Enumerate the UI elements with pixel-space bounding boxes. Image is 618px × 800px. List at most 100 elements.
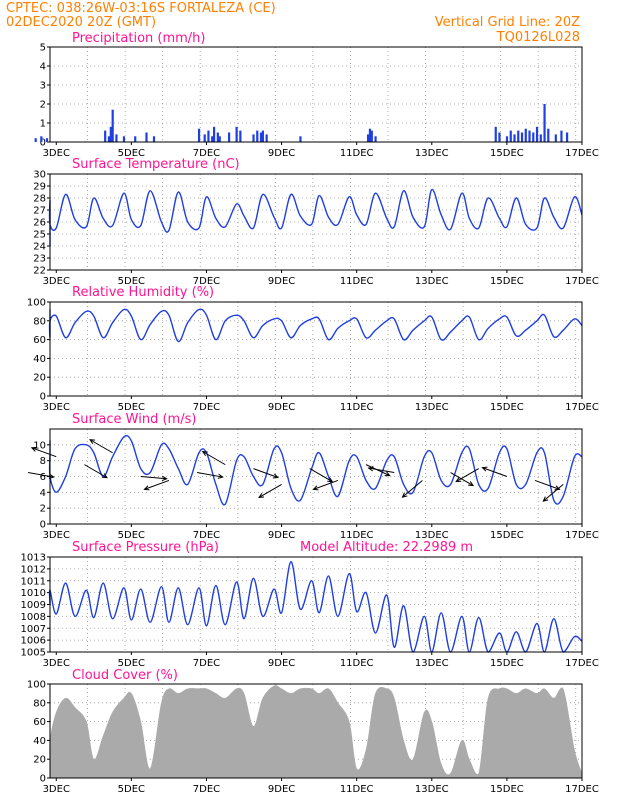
precipitation-bar bbox=[513, 134, 516, 142]
x-tick-label: 3DEC bbox=[43, 784, 70, 795]
precipitation-bar bbox=[261, 130, 264, 142]
x-tick-label: 7DEC bbox=[193, 148, 220, 159]
wind-arrow-head bbox=[468, 481, 475, 487]
wind-title: Surface Wind (m/s) bbox=[72, 412, 196, 427]
wind-arrow-shaft bbox=[534, 479, 560, 490]
humidity-panel: Relative Humidity (%) 0 20 40 60 80 100 3DEC 5D… bbox=[27, 285, 599, 413]
precipitation-bar bbox=[366, 134, 370, 142]
x-tick-label: 7DEC bbox=[193, 658, 220, 669]
plot-frame bbox=[49, 301, 583, 397]
x-tick-label: 3DEC bbox=[43, 402, 70, 413]
x-tick-label: 5DEC bbox=[118, 784, 145, 795]
x-tick-label: 11DEC bbox=[340, 402, 374, 413]
wind-arrow-shaft bbox=[542, 484, 564, 502]
wind-arrow-head bbox=[101, 473, 108, 479]
y-tick-label: 1008 bbox=[21, 612, 46, 623]
x-tick-label: 15DEC bbox=[490, 530, 524, 541]
x-tick-label: 7DEC bbox=[193, 530, 220, 541]
y-tick-label: 6 bbox=[40, 472, 46, 483]
wind-arrow-shaft bbox=[455, 468, 479, 483]
precipitation-bar bbox=[547, 128, 550, 142]
y-tick-label: 20 bbox=[33, 373, 46, 384]
precipitation-bar bbox=[299, 136, 302, 142]
y-tick-label: 3 bbox=[40, 81, 46, 92]
wind-arrow-shaft bbox=[253, 468, 279, 478]
wind-arrow-head bbox=[217, 473, 224, 479]
wind-arrow-head bbox=[143, 485, 150, 491]
y-tick-label: 1006 bbox=[21, 636, 46, 647]
precipitation-bar bbox=[115, 134, 118, 142]
y-tick-label: 4 bbox=[40, 62, 46, 73]
series-line bbox=[48, 188, 583, 246]
y-tick-label: 4 bbox=[40, 488, 46, 499]
x-tick-label: 5DEC bbox=[118, 658, 145, 669]
precipitation-bar bbox=[34, 138, 37, 142]
x-tick-label: 17DEC bbox=[565, 658, 599, 669]
precipitation-bar bbox=[265, 134, 268, 142]
x-tick-label: 11DEC bbox=[340, 530, 374, 541]
temperature-title: Surface Temperature (nC) bbox=[72, 157, 240, 172]
x-tick-label: 3DEC bbox=[43, 276, 70, 287]
plot-frame bbox=[49, 173, 583, 271]
y-tick-label: 26 bbox=[33, 218, 46, 229]
precipitation-bar bbox=[203, 134, 206, 142]
wind-arrow-head bbox=[455, 477, 462, 483]
plot-frame bbox=[49, 428, 583, 525]
x-tick-label: 15DEC bbox=[490, 276, 524, 287]
wind-arrow-shaft bbox=[84, 464, 108, 479]
x-tick-label: 13DEC bbox=[415, 402, 449, 413]
y-tick-label: 5 bbox=[40, 43, 46, 54]
precipitation-bar bbox=[494, 126, 497, 142]
model-id: TQ0126L028 bbox=[496, 30, 580, 45]
precipitation-bar bbox=[370, 130, 373, 142]
x-tick-label: 15DEC bbox=[490, 402, 524, 413]
wind-arrow-head bbox=[272, 473, 279, 479]
precipitation-bar bbox=[109, 126, 112, 142]
cloud-cover-panel: Cloud Cover (%) 0 20 40 60 80 100 3DEC 5DEC 7DEC… bbox=[27, 668, 599, 795]
precipitation-bar bbox=[560, 130, 563, 142]
model-altitude: Model Altitude: 22.2989 m bbox=[300, 540, 473, 555]
y-tick-label: 0 bbox=[40, 774, 46, 785]
precipitation-bar bbox=[211, 136, 214, 142]
y-tick-label: 1 bbox=[40, 119, 46, 130]
cloud-cover-title: Cloud Cover (%) bbox=[72, 668, 178, 683]
wind-arrow-head bbox=[201, 451, 208, 457]
y-tick-label: 0 bbox=[40, 138, 46, 149]
y-tick-label: 40 bbox=[33, 736, 46, 747]
x-tick-label: 17DEC bbox=[565, 148, 599, 159]
precipitation-bar bbox=[239, 130, 242, 142]
y-tick-label: 1007 bbox=[21, 624, 46, 635]
x-tick-label: 17DEC bbox=[565, 530, 599, 541]
precipitation-bar bbox=[520, 132, 524, 142]
plot-frame bbox=[49, 556, 583, 653]
x-tick-label: 13DEC bbox=[415, 148, 449, 159]
y-tick-label: 10 bbox=[33, 440, 46, 451]
station-header: CPTEC: 038:26W-03:16S FORTALEZA (CE) bbox=[6, 1, 276, 16]
x-tick-label: 15DEC bbox=[490, 658, 524, 669]
humidity-title: Relative Humidity (%) bbox=[72, 285, 214, 300]
precipitation-bar bbox=[509, 130, 512, 142]
x-tick-label: 11DEC bbox=[340, 784, 374, 795]
precipitation-bar bbox=[498, 132, 501, 142]
precipitation-bar bbox=[134, 136, 137, 142]
precipitation-bar bbox=[256, 130, 259, 142]
y-tick-label: 100 bbox=[27, 680, 46, 691]
x-tick-label: 9DEC bbox=[268, 784, 295, 795]
precipitation-bar bbox=[565, 132, 569, 142]
y-tick-label: 80 bbox=[33, 316, 46, 327]
temperature-panel: Surface Temperature (nC) 222324252627282… bbox=[33, 157, 599, 287]
y-tick-label: 1013 bbox=[21, 553, 46, 564]
x-tick-label: 5DEC bbox=[118, 530, 145, 541]
precipitation-bar bbox=[216, 132, 219, 142]
wind-arrow-shaft bbox=[28, 472, 54, 478]
x-tick-label: 17DEC bbox=[565, 402, 599, 413]
precipitation-bar bbox=[122, 136, 126, 142]
precipitation-bar bbox=[45, 138, 49, 142]
series-line bbox=[48, 308, 583, 343]
y-tick-label: 1009 bbox=[21, 600, 46, 611]
precipitation-bar bbox=[252, 134, 255, 142]
x-tick-label: 9DEC bbox=[268, 402, 295, 413]
pressure-panel: Surface Pressure (hPa) Model Altitude: 2… bbox=[21, 540, 599, 669]
wind-arrow-shaft bbox=[313, 479, 339, 490]
